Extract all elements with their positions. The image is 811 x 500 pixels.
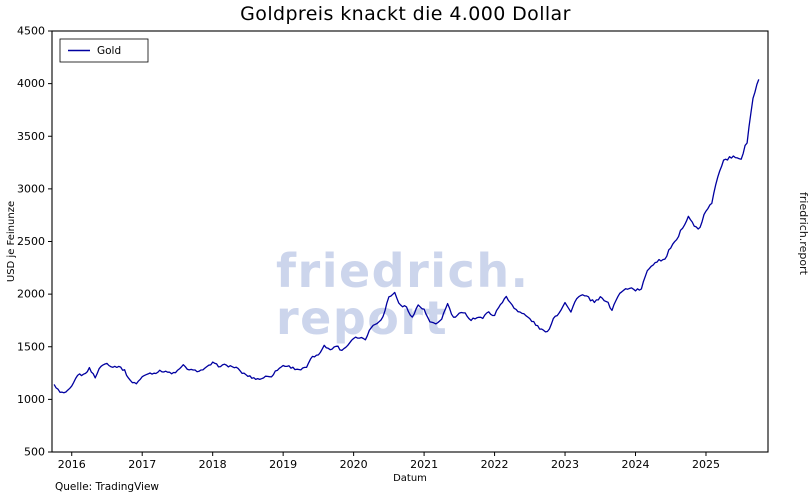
- y-tick-label: 1500: [17, 340, 45, 353]
- x-tick-label: 2017: [128, 458, 156, 471]
- x-tick-label: 2021: [410, 458, 438, 471]
- source-attribution: Quelle: TradingView: [55, 481, 159, 493]
- y-tick-label: 1000: [17, 393, 45, 406]
- x-tick-label: 2019: [269, 458, 297, 471]
- plot-border: [51, 30, 769, 453]
- y-tick-label: 2000: [17, 288, 45, 301]
- watermark: friedrich. report: [276, 248, 530, 342]
- legend-label: Gold: [97, 45, 121, 57]
- x-tick-label: 2022: [481, 458, 509, 471]
- legend: Gold: [59, 38, 149, 63]
- x-tick-label: 2018: [199, 458, 227, 471]
- y-tick-label: 4500: [17, 25, 45, 38]
- side-watermark-label: friedrich.report: [797, 192, 810, 275]
- x-tick-label: 2020: [340, 458, 368, 471]
- chart-title: Goldpreis knackt die 4.000 Dollar: [240, 3, 571, 25]
- watermark-line2: report: [276, 290, 449, 345]
- legend-box: [59, 38, 149, 63]
- y-tick-label: 2500: [17, 235, 45, 248]
- y-axis: 500 1000 1500 2000 2500 3000 3500 4000 4500: [17, 25, 52, 459]
- y-axis-label: USD je Feinunze: [6, 201, 17, 282]
- y-tick-label: 4000: [17, 77, 45, 90]
- x-axis: 2016 2017 2018 2019 2020 2021 2022 2023 2024 2025: [58, 452, 720, 471]
- gold-series-line: [53, 79, 760, 394]
- x-tick-label: 2023: [551, 458, 579, 471]
- y-tick-label: 500: [24, 446, 45, 459]
- x-tick-label: 2016: [58, 458, 86, 471]
- y-tick-label: 3000: [17, 182, 45, 195]
- y-tick-label: 3500: [17, 130, 45, 143]
- x-tick-label: 2025: [692, 458, 720, 471]
- watermark-line1: friedrich.: [276, 244, 530, 298]
- x-tick-label: 2024: [622, 458, 650, 471]
- x-axis-label: Datum: [393, 473, 427, 484]
